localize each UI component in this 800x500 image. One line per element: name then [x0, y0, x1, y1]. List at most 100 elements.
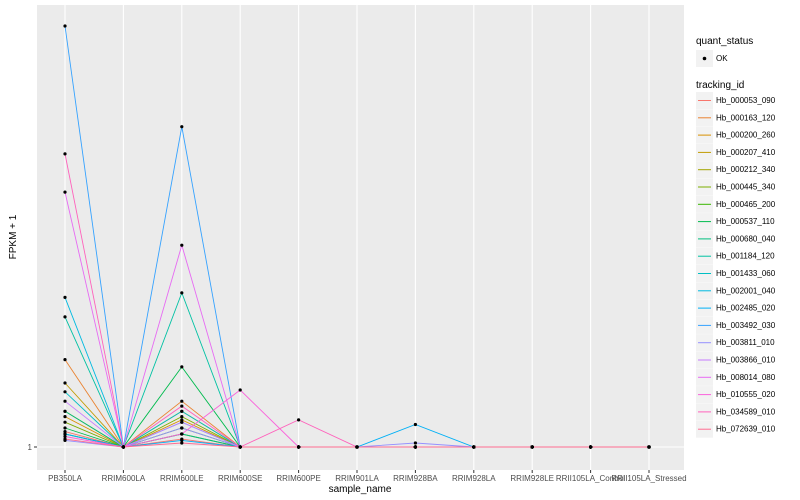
legend-entry-Hb_010555_020: Hb_010555_020: [696, 386, 776, 404]
data-point-Hb_003811_010-RRIM600LE: [180, 426, 184, 430]
legend-entry-Hb_000053_090: Hb_000053_090: [696, 92, 776, 109]
x-tick-label-RRII105LA_Control: RRII105LA_Control: [556, 474, 626, 483]
x-tick-label-RRIM600LA: RRIM600LA: [102, 474, 146, 483]
legend-label-ok: OK: [716, 54, 728, 63]
legend-entry-Hb_003866_010: Hb_003866_010: [696, 351, 776, 369]
legend-entry-Hb_000207_410: Hb_000207_410: [696, 143, 776, 161]
legend-entry-Hb_001433_060: Hb_001433_060: [696, 265, 776, 282]
legend-entry-Hb_000465_200: Hb_000465_200: [696, 195, 776, 213]
y-axis-title: FPKM + 1: [8, 214, 19, 259]
plot-panel: [37, 5, 684, 470]
legend-label-Hb_072639_010: Hb_072639_010: [716, 425, 776, 434]
data-point-Hb_072639_010-RRIM928LA: [472, 445, 476, 449]
legend-entry-Hb_002001_040: Hb_002001_040: [696, 282, 776, 300]
data-point-Hb_001184_120-RRIM600LE: [180, 291, 184, 295]
legend-line-entries: Hb_000053_090 Hb_000163_120 Hb_000200_260 H…: [696, 92, 776, 438]
data-point-Hb_000200_260-PB350LA: [63, 415, 67, 419]
y-tick-label: 1: [28, 443, 33, 452]
data-point-Hb_001184_120-PB350LA: [63, 315, 67, 319]
data-point-Hb_000207_410-PB350LA: [63, 381, 67, 385]
data-point-Hb_008014_080-RRIM600LE: [180, 243, 184, 247]
legend-label-Hb_000163_120: Hb_000163_120: [716, 113, 776, 122]
data-point-Hb_072639_010-RRIM928LE: [530, 445, 534, 449]
data-point-Hb_034589_010-PB350LA: [63, 152, 67, 156]
data-point-Hb_001433_060-PB350LA: [63, 390, 67, 394]
data-point-Hb_072639_010-RRII105LA_Control: [589, 445, 593, 449]
legend-entry-Hb_072639_010: Hb_072639_010: [696, 420, 776, 438]
legend-label-Hb_000200_260: Hb_000200_260: [716, 131, 776, 140]
data-point-Hb_008014_080-PB350LA: [63, 190, 67, 194]
legend-entry-Hb_002485_020: Hb_002485_020: [696, 299, 776, 317]
data-point-Hb_003492_030-RRIM600LE: [180, 125, 184, 129]
legend-label-Hb_003492_030: Hb_003492_030: [716, 321, 776, 330]
data-point-Hb_010555_020-RRIM600SE: [238, 388, 242, 392]
legend-label-Hb_003866_010: Hb_003866_010: [716, 356, 776, 365]
x-axis-title: sample_name: [329, 484, 392, 495]
data-point-Hb_000680_040-PB350LA: [63, 409, 67, 413]
legend-title-tracking-id: tracking_id: [696, 80, 744, 91]
data-point-Hb_000537_110-RRIM600LE: [180, 365, 184, 369]
legend-entry-Hb_034589_010: Hb_034589_010: [696, 403, 776, 421]
x-tick-label-RRIM928LE: RRIM928LE: [510, 474, 554, 483]
legend-label-Hb_000680_040: Hb_000680_040: [716, 234, 776, 243]
data-point-Hb_003811_010-RRIM928BA: [413, 441, 417, 445]
data-point-Hb_000445_340-PB350LA: [63, 420, 67, 424]
x-tick-label-RRIM928LA: RRIM928LA: [452, 474, 496, 483]
x-tick-label-RRIM901LA: RRIM901LA: [335, 474, 379, 483]
legend-point-marker: [702, 56, 707, 61]
legend-label-Hb_000445_340: Hb_000445_340: [716, 183, 776, 192]
data-point-Hb_034589_010-RRIM600PE: [297, 418, 301, 422]
legend-entry-Hb_003811_010: Hb_003811_010: [696, 334, 775, 352]
legend: quant_status OK tracking_id Hb_000053_09…: [696, 36, 776, 438]
x-tick-label-RRII105LA_Stressed: RRII105LA_Stressed: [611, 474, 686, 483]
legend-entry-Hb_003492_030: Hb_003492_030: [696, 316, 776, 334]
legend-label-Hb_002001_040: Hb_002001_040: [716, 286, 776, 295]
data-point-Hb_000445_340-RRIM600LE: [180, 415, 184, 419]
data-point-Hb_002485_020-RRIM600LE: [180, 438, 184, 442]
legend-label-Hb_034589_010: Hb_034589_010: [716, 407, 776, 416]
data-point-Hb_002485_020-PB350LA: [63, 432, 67, 436]
legend-entry-Hb_000200_260: Hb_000200_260: [696, 126, 776, 144]
data-points: [63, 24, 651, 449]
legend-label-Hb_000207_410: Hb_000207_410: [716, 148, 776, 157]
legend-label-Hb_001184_120: Hb_001184_120: [716, 252, 775, 261]
legend-entry-Hb_000445_340: Hb_000445_340: [696, 178, 776, 196]
legend-label-Hb_003811_010: Hb_003811_010: [716, 338, 775, 347]
data-point-Hb_072639_010-RRIM901LA: [355, 445, 359, 449]
data-point-Hb_034589_010-RRIM600LE: [180, 404, 184, 408]
x-tick-label-PB350LA: PB350LA: [48, 474, 82, 483]
data-point-Hb_072639_010-RRIM600SE: [238, 445, 242, 449]
x-tick-label-RRIM600LE: RRIM600LE: [160, 474, 204, 483]
legend-label-Hb_001433_060: Hb_001433_060: [716, 269, 776, 278]
data-point-Hb_001433_060-RRIM600LE: [180, 409, 184, 413]
data-point-Hb_002001_040-PB350LA: [63, 295, 67, 299]
data-point-Hb_072639_010-RRII105LA_Stressed: [647, 445, 651, 449]
data-point-Hb_000537_110-PB350LA: [63, 426, 67, 430]
data-point-Hb_072639_010-RRIM928BA: [413, 445, 417, 449]
legend-label-Hb_000465_200: Hb_000465_200: [716, 200, 776, 209]
data-point-Hb_072639_010-RRIM600LA: [121, 445, 125, 449]
legend-entry-Hb_008014_080: Hb_008014_080: [696, 368, 776, 386]
legend-entry-Hb_000163_120: Hb_000163_120: [696, 109, 776, 127]
legend-entry-Hb_000212_340: Hb_000212_340: [696, 161, 776, 179]
legend-label-Hb_010555_020: Hb_010555_020: [716, 390, 776, 399]
data-point-Hb_010555_020-RRIM600LE: [180, 432, 184, 436]
data-point-Hb_072639_010-RRIM600PE: [297, 445, 301, 449]
legend-key-ok: OK: [696, 50, 728, 67]
legend-label-Hb_002485_020: Hb_002485_020: [716, 304, 776, 313]
legend-entry-Hb_001184_120: Hb_001184_120: [696, 247, 775, 265]
legend-title-quant-status: quant_status: [696, 36, 753, 47]
legend-label-Hb_000212_340: Hb_000212_340: [716, 165, 776, 174]
x-tick-label-RRIM600PE: RRIM600PE: [276, 474, 320, 483]
data-point-Hb_000200_260-RRIM600LE: [180, 418, 184, 422]
x-tick-label-RRIM600SE: RRIM600SE: [218, 474, 262, 483]
legend-entry-Hb_000537_110: Hb_000537_110: [696, 213, 775, 231]
axes: 1 PB350LA RRIM600LA RRIM600LE RRIM600SE RRIM6…: [28, 443, 687, 483]
data-point-Hb_072639_010-RRIM600LE: [180, 441, 184, 445]
legend-label-Hb_000537_110: Hb_000537_110: [716, 217, 775, 226]
data-point-Hb_003866_010-PB350LA: [63, 399, 67, 403]
legend-label-Hb_008014_080: Hb_008014_080: [716, 373, 776, 382]
data-point-Hb_000163_120-PB350LA: [63, 358, 67, 362]
grid-lines: [37, 5, 684, 470]
